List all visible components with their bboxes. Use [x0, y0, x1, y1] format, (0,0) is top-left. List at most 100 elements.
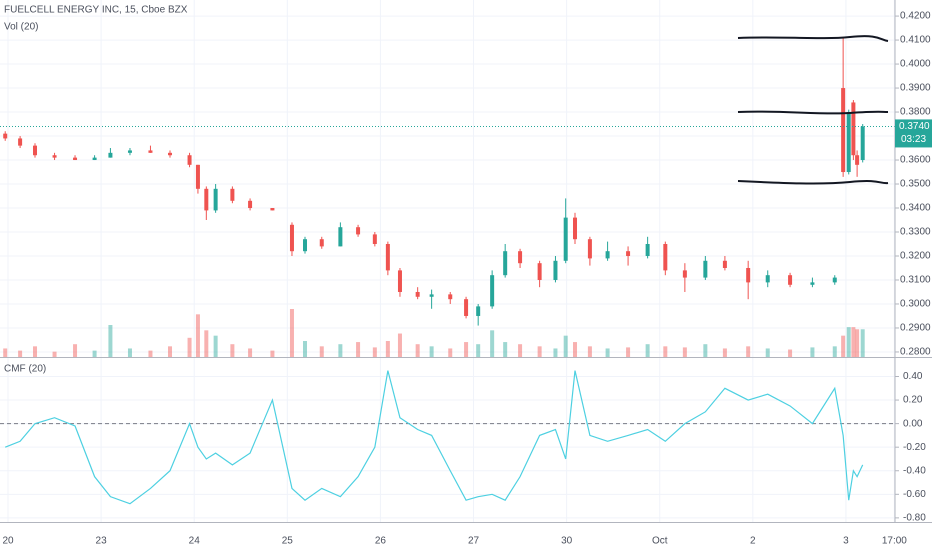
candle-body	[92, 157, 97, 161]
candle-body	[108, 152, 113, 158]
volume-bar	[663, 346, 668, 357]
candle-body	[518, 251, 523, 264]
candle-body	[722, 260, 727, 268]
candle-body	[213, 188, 218, 211]
symbol-title: FUELCELL ENERGY INC, 15, Cboe BZX	[4, 5, 188, 16]
volume-bar	[573, 342, 578, 357]
y-tick-label: 0.3600	[900, 155, 931, 166]
candle-body	[148, 150, 153, 153]
volume-bar	[448, 348, 453, 357]
x-tick-label: 25	[282, 536, 294, 547]
volume-bar	[319, 346, 324, 357]
candle-body	[303, 239, 308, 252]
volume-bar	[248, 348, 253, 357]
drawing-line	[737, 35, 889, 42]
volume-bar	[682, 347, 687, 357]
volume-bar	[213, 335, 218, 357]
volume-bar	[476, 344, 481, 357]
candle-body	[448, 294, 453, 300]
volume-bar	[33, 346, 38, 357]
candle-body	[703, 260, 708, 278]
candle-body	[563, 217, 568, 261]
candle-body	[319, 239, 324, 247]
candle-body	[187, 155, 192, 165]
candle-body	[195, 164, 200, 189]
drawing-line	[737, 180, 889, 185]
x-tick-label: 20	[2, 536, 14, 547]
grid	[0, 0, 895, 522]
volume-bar	[187, 337, 192, 357]
volume-bar	[338, 344, 343, 357]
candle-body	[503, 251, 508, 276]
y-tick-label: 0.3200	[900, 251, 931, 262]
candle-body	[429, 294, 434, 297]
candle-body	[464, 299, 469, 316]
volume-bar	[127, 348, 132, 357]
candle-body	[553, 260, 558, 280]
volume-bar	[746, 346, 751, 357]
candle-body	[73, 157, 78, 161]
volume-bar	[3, 348, 8, 357]
candle-body	[851, 102, 856, 156]
candle-body	[127, 150, 132, 153]
y-tick-label: 0.4100	[900, 35, 931, 46]
y-tick-label: 0.3800	[900, 107, 931, 118]
x-tick-label: 24	[189, 536, 201, 547]
volume-bar	[537, 346, 542, 357]
candle-body	[230, 188, 235, 201]
candle-body	[415, 291, 420, 297]
y-tick-label: 0.2900	[900, 323, 931, 334]
cmf-line	[4, 370, 864, 505]
x-tick-label: 2	[750, 536, 756, 547]
volume-bar	[204, 330, 209, 357]
volume-bar	[518, 344, 523, 357]
x-tick-label: 26	[375, 536, 387, 547]
candle-body	[855, 155, 860, 165]
volume-bar	[92, 350, 97, 357]
volume-bar	[270, 350, 275, 357]
y-tick-label: -0.80	[903, 513, 926, 524]
volume-bar	[356, 342, 361, 357]
candle-body	[537, 263, 542, 280]
candle-body	[663, 243, 668, 271]
volume-bar	[168, 346, 173, 357]
candle-body	[810, 282, 815, 285]
volume-bar	[605, 348, 610, 357]
candle-body	[338, 227, 343, 247]
volume-bar	[765, 348, 770, 357]
y-tick-label: 0.2800	[900, 347, 931, 358]
candle-body	[490, 275, 495, 307]
candle-body	[356, 227, 361, 235]
volume-bar	[372, 347, 377, 357]
candle-body	[682, 270, 687, 278]
volume-bar	[52, 351, 57, 357]
y-tick-label: -0.60	[903, 489, 926, 500]
candle-body	[573, 217, 578, 240]
drawing-line	[737, 110, 889, 115]
candle-body	[168, 152, 173, 156]
candle-body	[626, 251, 631, 256]
candle-body	[204, 188, 209, 211]
y-tick-label: -0.20	[903, 442, 926, 453]
volume-bar	[832, 346, 837, 357]
candle-body	[746, 267, 751, 283]
volume-title: Vol (20)	[4, 22, 38, 33]
volume-bar	[846, 327, 851, 357]
y-tick-label: 0.3400	[900, 203, 931, 214]
x-tick-label: 17:00	[882, 536, 907, 547]
volume-bar	[429, 346, 434, 357]
volume-bar	[563, 335, 568, 357]
volume-bar	[851, 327, 856, 357]
candle-body	[832, 277, 837, 283]
volume-bar	[18, 350, 23, 357]
volume-bar	[860, 329, 865, 357]
volume-bar	[855, 329, 860, 357]
y-tick-label: 0.20	[903, 395, 923, 406]
volume-bar	[385, 341, 390, 357]
candle-body	[270, 208, 275, 211]
candle-body	[18, 138, 23, 146]
candle-body	[846, 112, 851, 173]
